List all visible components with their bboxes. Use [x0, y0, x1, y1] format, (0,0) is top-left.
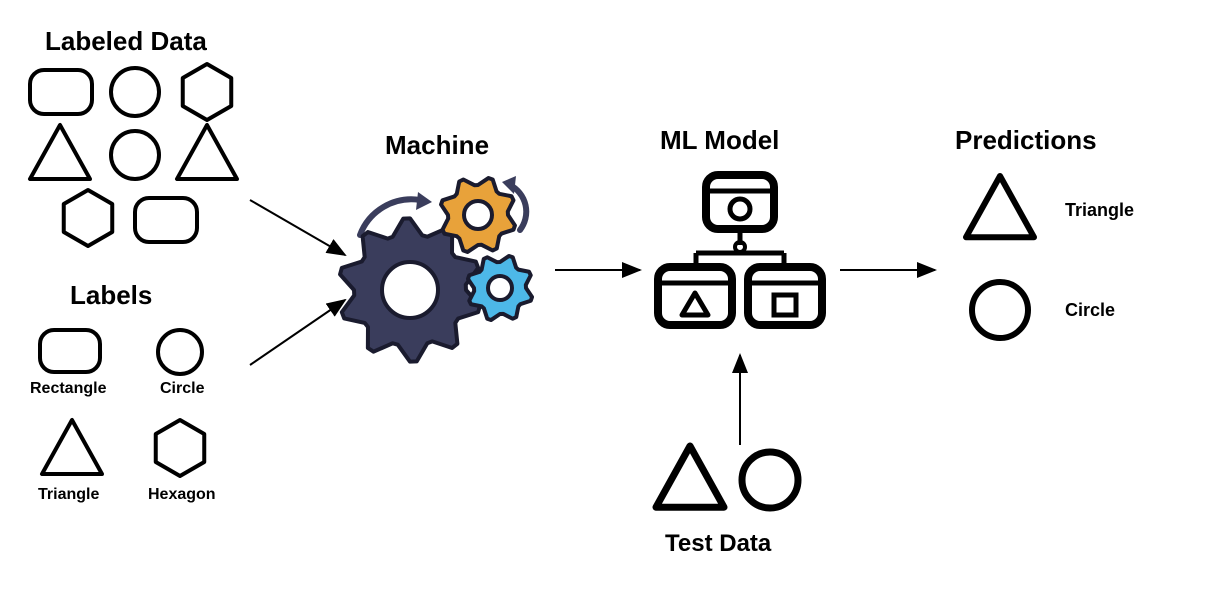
arrows-group: [250, 200, 935, 445]
heading-machine: Machine: [385, 130, 489, 161]
labels-group: [40, 330, 204, 476]
heading-test-data: Test Data: [665, 530, 771, 558]
prediction-label-triangle: Triangle: [1065, 200, 1134, 221]
heading-ml-model: ML Model: [660, 125, 779, 156]
prediction-label-circle: Circle: [1065, 300, 1115, 321]
heading-predictions: Predictions: [955, 125, 1097, 156]
heading-labeled-data: Labeled Data: [45, 26, 207, 57]
label-rectangle: Rectangle: [30, 380, 106, 398]
ml-model-icon: [658, 175, 822, 325]
gears-icon: [340, 176, 532, 362]
predictions-group: [966, 176, 1034, 338]
label-circle: Circle: [160, 380, 204, 398]
label-hexagon: Hexagon: [148, 486, 216, 504]
label-triangle: Triangle: [38, 486, 99, 504]
labeled-data-group: [30, 64, 237, 246]
heading-labels: Labels: [70, 280, 152, 311]
test-data-group: [656, 446, 798, 508]
